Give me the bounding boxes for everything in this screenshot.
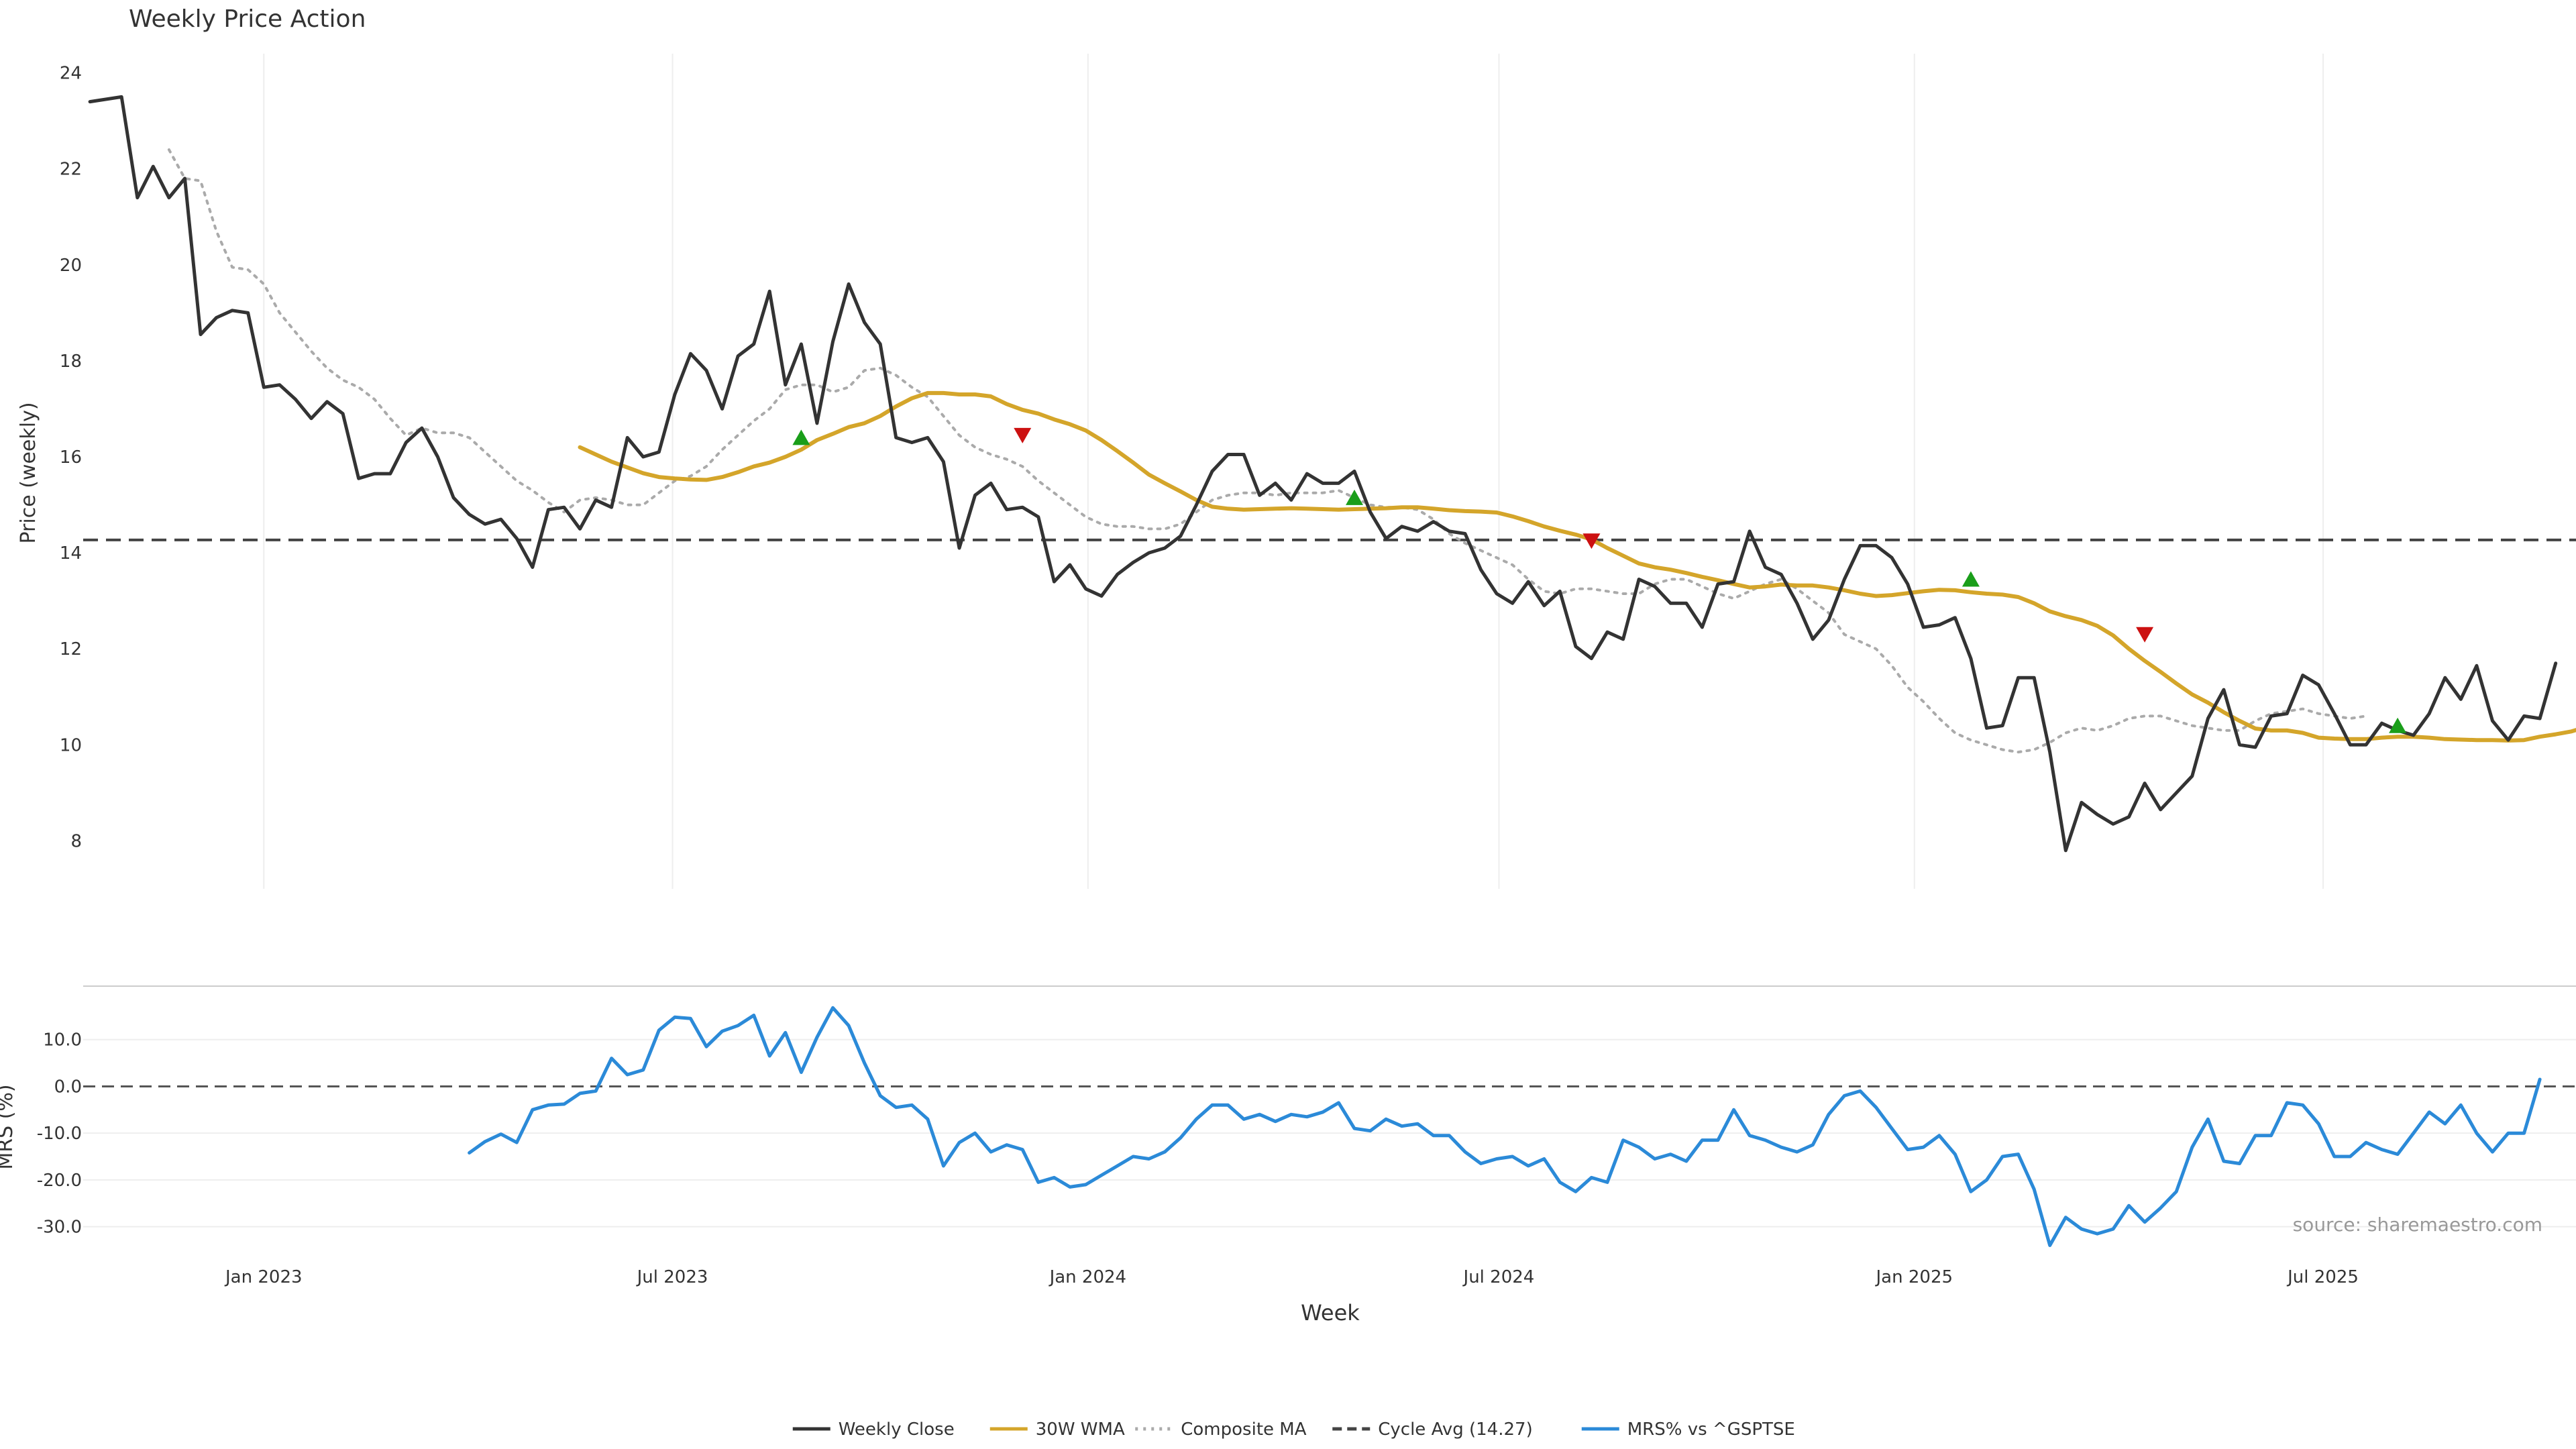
price-y-tick-label: 18	[60, 352, 82, 372]
price-x-gridlines	[263, 54, 2324, 889]
legend-label: Cycle Avg (14.27)	[1378, 1419, 1532, 1440]
sell-signal-marker	[1014, 427, 1032, 443]
legend-label: 30W WMA	[1036, 1419, 1125, 1440]
price-y-tick-label: 22	[60, 160, 82, 180]
x-tick-labels: Jan 2023 Jul 2023 Jan 2024 Jul 2024 Jan 2025…	[224, 1267, 2359, 1287]
price-y-tick-labels: 8 10 12 14 16 18 20 22 24	[60, 64, 82, 852]
mrs-y-tick-label: -30.0	[37, 1218, 82, 1238]
mrs-y-axis-label: MRS (%)	[0, 1084, 17, 1169]
mrs-y-tick-label: -10.0	[37, 1124, 82, 1144]
series-weekly-close	[88, 95, 2558, 853]
series-30w-wma	[578, 390, 2576, 743]
legend-label: Composite MA	[1181, 1419, 1306, 1440]
mrs-panel: 10.0 0.0 -10.0 -20.0 -30.0	[37, 985, 2576, 1247]
price-y-tick-label: 10	[60, 735, 82, 755]
mrs-y-tick-labels: 10.0 0.0 -10.0 -20.0 -30.0	[37, 1030, 82, 1238]
x-tick-label: Jul 2024	[1462, 1267, 1535, 1287]
x-axis-label: Week	[1301, 1300, 1360, 1326]
price-y-tick-label: 8	[70, 831, 82, 851]
series-mrs	[468, 1006, 2542, 1247]
buy-signal-marker	[1962, 571, 1980, 587]
sell-signal-marker	[1582, 533, 1601, 549]
x-tick-label: Jan 2025	[1875, 1267, 1953, 1287]
buy-signal-marker	[792, 429, 810, 445]
sell-signal-marker	[2136, 627, 2154, 643]
signal-markers	[792, 427, 2407, 733]
legend: Weekly Close 30W WMA Composite MA Cycle Avg…	[792, 1419, 1795, 1440]
source-annotation: source: sharemaestro.com	[2293, 1214, 2542, 1236]
mrs-y-tick-label: 0.0	[54, 1077, 82, 1097]
x-tick-label: Jul 2025	[2286, 1267, 2359, 1287]
price-y-tick-label: 12	[60, 639, 82, 659]
mrs-y-tick-label: -20.0	[37, 1171, 82, 1191]
price-y-tick-label: 20	[60, 256, 82, 276]
x-tick-label: Jan 2024	[1049, 1267, 1127, 1287]
series-composite-ma	[167, 148, 2367, 754]
x-tick-label: Jul 2023	[636, 1267, 708, 1287]
buy-signal-marker	[2389, 717, 2407, 733]
price-y-tick-label: 24	[60, 64, 82, 84]
buy-signal-marker	[1346, 489, 1364, 505]
price-series-group	[88, 95, 2576, 853]
x-tick-label: Jan 2023	[224, 1267, 303, 1287]
legend-label: Weekly Close	[839, 1419, 955, 1440]
price-chart-title: Weekly Price Action	[129, 5, 366, 33]
legend-label: MRS% vs ^GSPTSE	[1627, 1419, 1795, 1440]
mrs-series-group	[468, 1006, 2542, 1247]
mrs-y-gridlines	[83, 1038, 2576, 1228]
mrs-y-tick-label: 10.0	[43, 1030, 82, 1051]
price-y-tick-label: 16	[60, 447, 82, 468]
price-y-axis-label: Price (weekly)	[17, 402, 40, 543]
price-panel: 8 10 12 14 16 18 20 22 24	[60, 54, 2576, 889]
price-y-tick-label: 14	[60, 543, 82, 564]
